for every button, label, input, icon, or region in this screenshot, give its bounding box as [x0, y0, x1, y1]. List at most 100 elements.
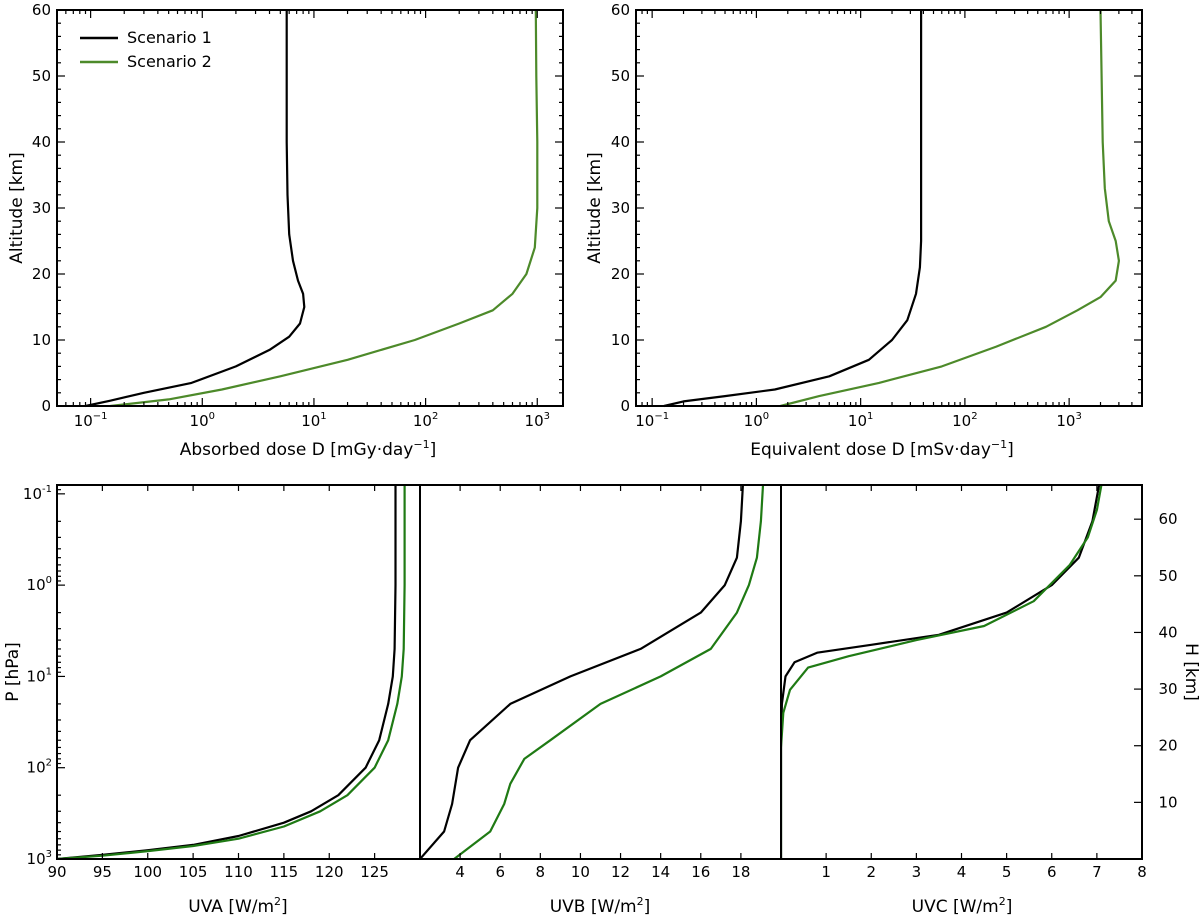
- chart-equivalent-dose: 0 10 20 30 40 50 60 10−1 100 101 102 103 Altitude […: [585, 1, 1143, 460]
- equivalent-xtick-label: 10−1: [635, 411, 669, 430]
- equivalent-ytick-label: 50: [611, 67, 630, 85]
- legend-label-scenario-1: Scenario 1: [127, 28, 212, 47]
- uvc-ytick-right-label: 30: [1158, 680, 1177, 698]
- uvb-xtick-label: 10: [571, 863, 590, 881]
- absorbed-xtick-label: 102: [413, 411, 438, 430]
- ylabel-absorbed: Altitude [km]: [7, 152, 27, 264]
- uvc-ytick-right-label: 20: [1158, 737, 1177, 755]
- uvb-xtick-label: 4: [455, 863, 465, 881]
- xlabel-uvc: UVC [W/m2]: [912, 895, 1013, 917]
- uvc-ytick-right-label: 40: [1158, 623, 1177, 641]
- uvb-xtick-label: 8: [536, 863, 546, 881]
- absorbed-curve-scenario-1: [85, 10, 306, 408]
- uva-plot-frame: [56, 484, 421, 860]
- absorbed-xtick-label: 101: [301, 411, 326, 430]
- xlabel-uvc-sup: 2: [999, 895, 1006, 908]
- uvb-xtick-label: 6: [495, 863, 505, 881]
- legend-label-scenario-2: Scenario 2: [127, 52, 212, 71]
- absorbed-curve-scenario-2: [110, 9, 539, 408]
- xlabel-absorbed-sup: −1: [413, 438, 429, 451]
- uvb-curve-scenario-2: [453, 485, 765, 859]
- xlabel-absorbed-main: Absorbed dose D [mGy·day: [180, 440, 414, 460]
- uvc-xtick-label: 2: [866, 863, 876, 881]
- xlabel-equivalent-end: ]: [1007, 440, 1014, 460]
- uva-ytick-label: 103: [27, 849, 52, 868]
- uva-ytick-label: 10-1: [23, 484, 52, 503]
- uvc-xtick-label: 1: [821, 863, 831, 881]
- equivalent-xtick-label: 102: [952, 411, 977, 430]
- ylabel-altitude-right: H [km]: [1181, 643, 1200, 701]
- uvc-xtick-label: 8: [1137, 863, 1147, 881]
- equivalent-curve-scenario-2: [780, 9, 1120, 408]
- uva-xtick-label: 105: [179, 863, 208, 881]
- xlabel-uvc-main: UVC [W/m: [912, 897, 999, 917]
- chart-uva: 90 95 100 105 110 115 120 125 10-1 100 101 102 103 P…: [3, 484, 421, 917]
- uvb-curve-scenario-1: [420, 485, 744, 859]
- equivalent-ytick-label: 10: [611, 331, 630, 349]
- uva-ytick-label: 102: [27, 758, 52, 777]
- equivalent-ytick-label: 0: [620, 397, 630, 415]
- uvb-xtick-label: 14: [651, 863, 670, 881]
- uvc-curve-scenario-1: [781, 485, 1101, 859]
- uva-curve-scenario-1: [57, 485, 397, 859]
- absorbed-ytick-label: 30: [32, 199, 51, 217]
- xlabel-uva: UVA [W/m2]: [188, 895, 287, 917]
- absorbed-ytick-label: 0: [41, 397, 51, 415]
- absorbed-ytick-label: 50: [32, 67, 51, 85]
- xlabel-uva-end: ]: [281, 897, 288, 917]
- uvb-plot-frame: [419, 484, 782, 860]
- absorbed-ytick-label: 40: [32, 133, 51, 151]
- uvc-plot-frame: [780, 484, 1143, 860]
- xlabel-uvc-end: ]: [1006, 897, 1013, 917]
- uvc-xtick-label: 4: [957, 863, 967, 881]
- xlabel-uvb: UVB [W/m2]: [550, 895, 651, 917]
- xlabel-uvb-end: ]: [644, 897, 651, 917]
- uvc-xtick-label: 5: [1002, 863, 1012, 881]
- equivalent-curve-scenario-1: [663, 10, 923, 408]
- xlabel-uvb-main: UVB [W/m: [550, 897, 637, 917]
- uvc-xtick-label: 7: [1092, 863, 1102, 881]
- uvc-curve-scenario-2: [781, 485, 1103, 859]
- xlabel-uvb-sup: 2: [637, 895, 644, 908]
- absorbed-ytick-label: 60: [32, 1, 51, 19]
- uvc-xtick-label: 6: [1047, 863, 1057, 881]
- uva-xtick-label: 125: [360, 863, 389, 881]
- xlabel-absorbed-end: ]: [430, 440, 437, 460]
- xlabel-uva-main: UVA [W/m: [188, 897, 274, 917]
- equivalent-xtick-label: 101: [848, 411, 873, 430]
- uvc-ytick-right-label: 10: [1158, 793, 1177, 811]
- equivalent-ytick-label: 30: [611, 199, 630, 217]
- equivalent-ytick-label: 20: [611, 265, 630, 283]
- uva-xtick-label: 120: [315, 863, 344, 881]
- absorbed-ytick-label: 10: [32, 331, 51, 349]
- xlabel-absorbed: Absorbed dose D [mGy·day−1]: [180, 438, 436, 460]
- equivalent-ytick-label: 60: [611, 1, 630, 19]
- uvc-ytick-right-label: 50: [1158, 567, 1177, 585]
- xlabel-equivalent: Equivalent dose D [mSv·day−1]: [750, 438, 1014, 460]
- absorbed-xtick-label: 100: [190, 411, 215, 430]
- uva-xtick-label: 100: [133, 863, 162, 881]
- uva-xtick-label: 90: [47, 863, 66, 881]
- xlabel-uva-sup: 2: [274, 895, 281, 908]
- uvb-xtick-label: 12: [611, 863, 630, 881]
- uva-xtick-label: 110: [224, 863, 253, 881]
- uva-xtick-label: 115: [270, 863, 299, 881]
- absorbed-xtick-label: 10−1: [74, 411, 108, 430]
- ylabel-pressure: P [hPa]: [3, 642, 23, 702]
- chart-uvb: 4 6 8 10 12 14 16 18 UVB [W/m2]: [419, 484, 782, 917]
- ylabel-equivalent: Altitude [km]: [585, 152, 605, 264]
- xlabel-equivalent-sup: −1: [991, 438, 1007, 451]
- legend: Scenario 1 Scenario 2: [80, 28, 212, 71]
- equivalent-ytick-label: 40: [611, 133, 630, 151]
- absorbed-xtick-label: 103: [525, 411, 550, 430]
- chart-absorbed-dose: 0 10 20 30 40 50 60 10−1 100 101 102 103 Altitude […: [7, 1, 564, 460]
- uvc-ytick-right-label: 60: [1158, 510, 1177, 528]
- uva-curve-scenario-2: [57, 485, 406, 859]
- equivalent-xtick-label: 100: [744, 411, 769, 430]
- absorbed-ytick-label: 20: [32, 265, 51, 283]
- uvc-xtick-label: 3: [912, 863, 922, 881]
- uvb-xtick-label: 16: [691, 863, 710, 881]
- uva-xtick-label: 95: [93, 863, 112, 881]
